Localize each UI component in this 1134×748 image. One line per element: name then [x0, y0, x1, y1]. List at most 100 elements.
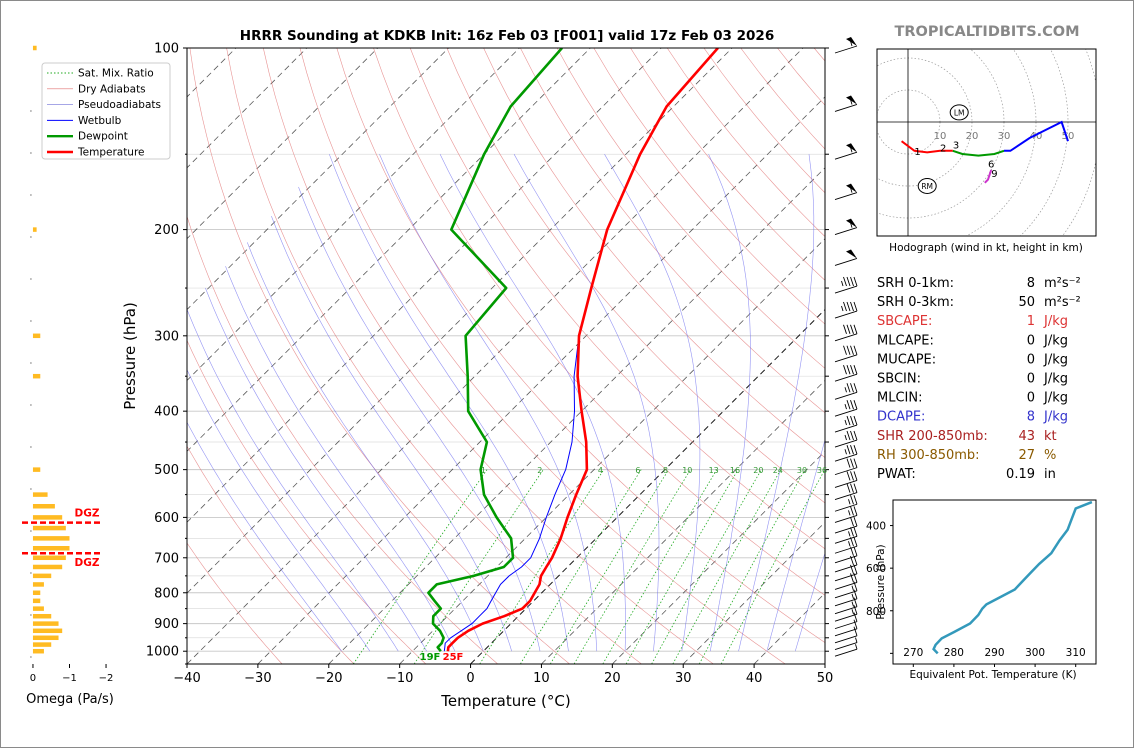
barb-staff: [834, 333, 858, 342]
barb-staff: [834, 613, 858, 622]
omega-bar: [32, 555, 66, 561]
barb-half: [848, 531, 851, 537]
barb-full: [850, 301, 854, 312]
barb-full: [846, 445, 851, 455]
wind-barb: [834, 249, 858, 266]
mixing-ratio-label: 1: [481, 466, 486, 475]
barb-staff: [834, 424, 858, 433]
barb-full: [853, 527, 858, 537]
index-unit: in: [1044, 467, 1056, 482]
omega-bar: [32, 621, 59, 626]
omega-bar: [32, 492, 48, 497]
index-row: MLCIN: 0 J/kg: [877, 391, 1068, 406]
wind-barb: [834, 495, 858, 512]
barb-half: [844, 404, 847, 410]
hodograph-rings: 10 20 30 40 50: [877, 49, 1096, 236]
wind-barb: [834, 345, 858, 363]
index-row: MUCAPE: 0 J/kg: [877, 352, 1068, 367]
barb-staff: [834, 354, 858, 363]
y-tick-label: 900: [154, 617, 179, 632]
omega-bar: [32, 598, 41, 604]
index-row: PWAT: 0.19 in: [877, 467, 1056, 482]
barb-full: [853, 483, 858, 493]
isotherm-line: [541, 379, 825, 664]
barb-full: [850, 345, 854, 355]
y-tick-label: 400: [154, 405, 179, 420]
barb-staff: [834, 45, 858, 54]
barb-staff: [834, 439, 858, 448]
omega-bar: [32, 573, 52, 579]
index-value: 0: [1027, 372, 1035, 387]
barb-full: [850, 564, 854, 574]
barb-half: [850, 99, 853, 105]
index-label: SHR 200-850mb:: [877, 429, 988, 444]
isotherm-line: [328, 167, 825, 664]
isotherm-line: [187, 48, 733, 594]
wetbulb-profile: [443, 48, 719, 652]
skewt-xlabel: Temperature (°C): [440, 692, 570, 710]
theta-e-ylabel: Pressure (hPa): [875, 544, 887, 619]
mixing-ratio-label: 24: [773, 466, 783, 475]
index-value: 1: [1027, 314, 1035, 329]
barb-staff: [834, 453, 858, 462]
mixing-ratio-label: 10: [682, 466, 692, 475]
barb-half: [851, 609, 854, 615]
barb-half: [850, 187, 853, 193]
temperature-profile: [446, 48, 719, 652]
wind-barb: [834, 324, 858, 342]
wind-barb: [834, 581, 858, 599]
barb-half: [848, 541, 851, 547]
x-tick-label: −40: [173, 671, 200, 686]
barb-full: [853, 324, 858, 334]
wind-barb: [834, 458, 858, 476]
theta-e-y-tick-label: 400: [866, 521, 886, 533]
dry-adiabat-line: [483, 48, 825, 459]
mixing-ratio-line: [479, 469, 605, 664]
barb-full: [846, 383, 851, 393]
barb-full: [853, 301, 858, 312]
omega-bar: [32, 227, 37, 232]
barb-full: [853, 430, 858, 441]
barb-full: [843, 276, 847, 287]
barb-half: [841, 305, 844, 312]
dgz-label: DGZ: [75, 508, 100, 520]
barb-full: [853, 597, 858, 607]
index-row: SHR 200-850mb: 43 kt: [877, 429, 1057, 444]
mixing-ratio-label: 2: [537, 466, 542, 475]
barb-half: [844, 434, 847, 441]
pseudoadiabat-line: [225, 266, 456, 652]
index-unit: kt: [1044, 429, 1057, 444]
barb-full: [853, 365, 858, 375]
theta-e-x-tick-label: 280: [944, 647, 964, 659]
index-value: 0.19: [1006, 467, 1035, 482]
barb-full: [853, 458, 858, 468]
wind-barb: [834, 605, 858, 622]
pseudoadiabat-line: [329, 154, 569, 652]
barb-staff: [834, 285, 858, 294]
barb-full: [843, 301, 847, 312]
index-value: 0: [1027, 333, 1035, 348]
storm-motion-label: RM: [921, 182, 933, 191]
wind-barb: [834, 644, 858, 657]
mixing-ratio-line: [573, 469, 691, 664]
barb-staff: [834, 598, 858, 607]
omega-bar: [32, 606, 44, 611]
barb-full: [846, 276, 851, 287]
wind-barb: [834, 415, 858, 433]
hodograph-segment: [901, 140, 953, 154]
wind-barb: [834, 527, 858, 544]
index-label: MLCIN:: [877, 391, 922, 406]
barb-flag: [846, 37, 857, 46]
barb-full: [850, 573, 854, 583]
barb-full: [846, 458, 851, 468]
barb-full: [846, 324, 851, 334]
omega-bar: [32, 515, 63, 520]
barb-full: [850, 471, 854, 481]
theta-e-y-tick-label: 600: [866, 563, 886, 575]
index-unit: J/kg: [1043, 372, 1068, 387]
dry-adiabat-line: [187, 215, 498, 664]
omega-bar: [32, 546, 70, 551]
index-label: MUCAPE:: [877, 352, 936, 367]
brand-label[interactable]: TROPICALTIDBITS.COM: [894, 24, 1079, 40]
omega-xlabel: Omega (Pa/s): [26, 692, 114, 707]
